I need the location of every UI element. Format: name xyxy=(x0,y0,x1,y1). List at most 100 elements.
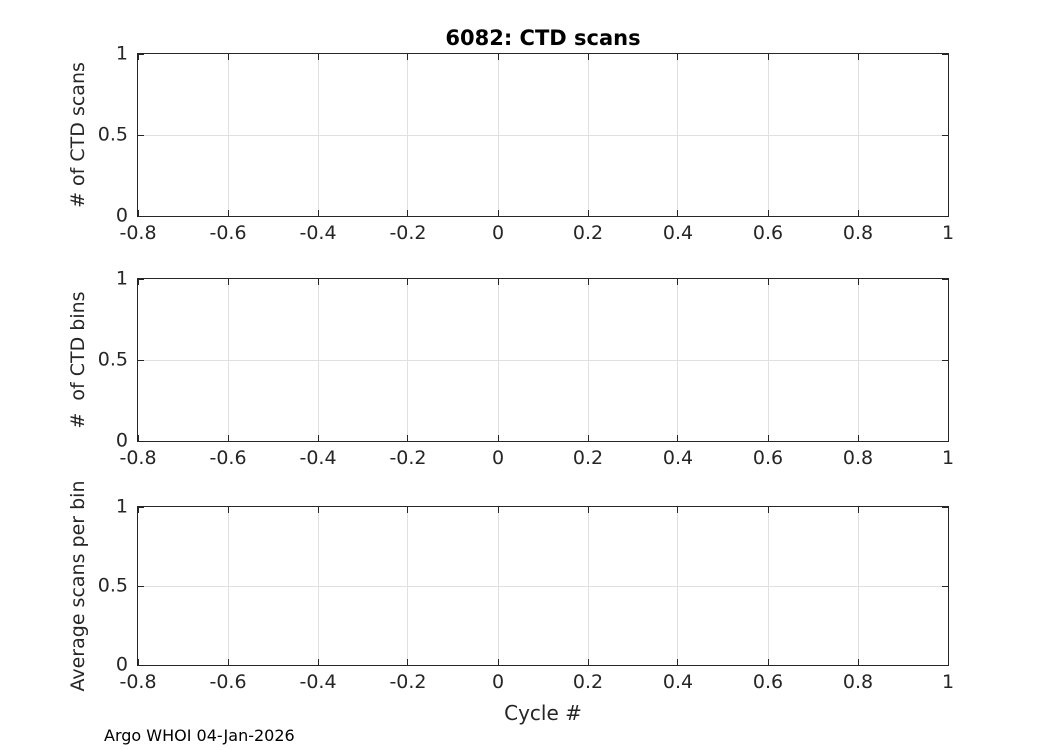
x-tick-label: -0.2 xyxy=(389,222,427,244)
x-tick-mark-top xyxy=(317,507,319,513)
x-tick-mark-bottom xyxy=(137,435,139,441)
y-tick-mark-left xyxy=(138,440,144,442)
x-tick-mark-top xyxy=(587,507,589,513)
x-tick-label: 0.8 xyxy=(842,671,874,693)
y-tick-mark-left xyxy=(138,278,144,280)
y-tick-mark-left xyxy=(138,53,144,55)
y-tick-mark-left xyxy=(138,506,144,508)
x-tick-mark-top xyxy=(407,279,409,285)
x-tick-label: -0.8 xyxy=(119,447,157,469)
x-tick-mark-top xyxy=(677,507,679,513)
y-tick-mark-right xyxy=(942,278,948,280)
subplot-ctd-bins: # of CTD bins -0.8 -0.6 -0.4 -0.2 0 0.2 0.4 0.6… xyxy=(0,268,1050,468)
y-axis-label-average-scans: Average scans per bin xyxy=(67,480,89,692)
x-tick-label: -0.4 xyxy=(299,671,337,693)
x-tick-mark-bottom xyxy=(317,659,319,665)
y-tick-mark-right xyxy=(942,53,948,55)
y-tick-label: 0.5 xyxy=(97,123,128,146)
x-tick-mark-bottom xyxy=(407,659,409,665)
y-tick-mark-right xyxy=(942,664,948,666)
y-tick-label: 0.5 xyxy=(97,574,128,597)
x-tick-label: -0.2 xyxy=(389,671,427,693)
y-axis-label-ctd-scans: # of CTD scans xyxy=(67,62,89,208)
x-tick-mark-bottom xyxy=(227,435,229,441)
x-tick-mark-top xyxy=(587,279,589,285)
x-tick-mark-top xyxy=(317,54,319,60)
x-tick-label: -0.6 xyxy=(209,222,247,244)
x-tick-label: 0.4 xyxy=(662,447,694,469)
x-tick-mark-bottom xyxy=(227,659,229,665)
x-tick-label: -0.2 xyxy=(389,447,427,469)
x-tick-mark-bottom xyxy=(767,435,769,441)
x-tick-mark-top xyxy=(497,507,499,513)
x-tick-mark-top xyxy=(497,279,499,285)
y-tick-mark-right xyxy=(942,359,948,361)
y-tick-mark-right xyxy=(942,134,948,136)
x-tick-label: 0.4 xyxy=(662,222,694,244)
subplot-ctd-scans: # of CTD scans -0.8 -0.6 -0.4 -0.2 0 0.2 0.4 0.… xyxy=(0,43,1050,243)
x-tick-mark-bottom xyxy=(677,435,679,441)
x-tick-mark-top xyxy=(227,279,229,285)
y-tick-mark-left xyxy=(138,215,144,217)
x-tick-label: 1 xyxy=(941,671,955,693)
x-tick-mark-top xyxy=(767,54,769,60)
x-tick-mark-bottom xyxy=(497,659,499,665)
x-tick-label: -0.8 xyxy=(119,222,157,244)
x-tick-label: 0.8 xyxy=(842,447,874,469)
y-tick-mark-right xyxy=(942,585,948,587)
y-tick-mark-left xyxy=(138,585,144,587)
x-tick-label: 0 xyxy=(491,222,505,244)
x-tick-mark-bottom xyxy=(857,659,859,665)
x-tick-mark-top xyxy=(947,279,949,285)
x-tick-label: 0 xyxy=(491,671,505,693)
x-tick-mark-bottom xyxy=(947,435,949,441)
x-tick-label: 0.6 xyxy=(752,671,784,693)
x-tick-label: -0.8 xyxy=(119,671,157,693)
y-tick-label: 1 xyxy=(115,42,128,65)
x-tick-label: 0.8 xyxy=(842,222,874,244)
x-tick-mark-bottom xyxy=(497,210,499,216)
x-tick-mark-bottom xyxy=(677,659,679,665)
x-tick-mark-top xyxy=(857,54,859,60)
gridline-horizontal xyxy=(138,359,948,361)
x-tick-mark-bottom xyxy=(317,210,319,216)
subplot-average-scans: Average scans per bin -0.8 -0.6 -0.4 -0.2 0 0… xyxy=(0,480,1050,692)
x-tick-mark-bottom xyxy=(857,210,859,216)
x-tick-label: 0.4 xyxy=(662,671,694,693)
y-tick-mark-left xyxy=(138,664,144,666)
x-tick-mark-bottom xyxy=(497,435,499,441)
gridline-horizontal xyxy=(138,585,948,587)
y-tick-label: 0 xyxy=(115,429,128,452)
x-axis-label: Cycle # xyxy=(504,701,582,725)
x-tick-mark-top xyxy=(587,54,589,60)
x-tick-mark-top xyxy=(407,507,409,513)
watermark-text: Argo WHOI 04-Jan-2026 xyxy=(104,726,295,745)
y-axis-label-ctd-bins: # of CTD bins xyxy=(67,291,89,429)
x-tick-label: -0.4 xyxy=(299,447,337,469)
x-tick-label: 0.6 xyxy=(752,222,784,244)
x-tick-label: -0.6 xyxy=(209,671,247,693)
x-tick-mark-top xyxy=(947,507,949,513)
x-tick-label: 0.6 xyxy=(752,447,784,469)
gridline-horizontal xyxy=(138,134,948,136)
x-tick-mark-top xyxy=(407,54,409,60)
x-tick-mark-bottom xyxy=(407,210,409,216)
x-tick-mark-top xyxy=(137,279,139,285)
x-tick-mark-bottom xyxy=(767,210,769,216)
x-tick-mark-top xyxy=(137,54,139,60)
x-tick-label: 0.2 xyxy=(572,222,604,244)
x-tick-mark-top xyxy=(497,54,499,60)
x-tick-mark-bottom xyxy=(317,435,319,441)
x-tick-mark-bottom xyxy=(587,659,589,665)
x-tick-mark-bottom xyxy=(947,659,949,665)
x-tick-mark-bottom xyxy=(947,210,949,216)
y-tick-label: 0.5 xyxy=(97,348,128,371)
x-tick-label: 0.2 xyxy=(572,671,604,693)
y-tick-label: 0 xyxy=(115,204,128,227)
x-tick-label: 1 xyxy=(941,222,955,244)
x-tick-mark-bottom xyxy=(857,435,859,441)
x-tick-mark-bottom xyxy=(767,659,769,665)
x-tick-mark-bottom xyxy=(137,659,139,665)
x-tick-mark-top xyxy=(857,279,859,285)
x-tick-mark-top xyxy=(137,507,139,513)
